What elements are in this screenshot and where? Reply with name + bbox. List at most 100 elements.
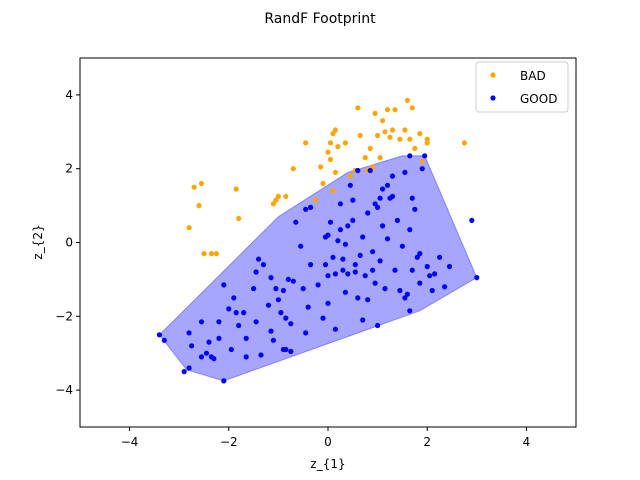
data-point-bad xyxy=(270,201,276,207)
legend-label-good: GOOD xyxy=(520,92,557,106)
data-point-good xyxy=(397,287,403,294)
data-point-bad xyxy=(320,180,326,187)
data-point-good xyxy=(203,350,210,356)
data-point-good xyxy=(270,337,276,343)
x-tick-label: −4 xyxy=(121,435,139,449)
data-point-good xyxy=(382,286,388,292)
data-point-good xyxy=(402,169,408,175)
data-point-good xyxy=(380,223,386,229)
data-point-good xyxy=(226,306,232,312)
data-point-bad xyxy=(409,105,415,111)
data-point-bad xyxy=(384,107,391,113)
data-point-bad xyxy=(407,136,413,142)
data-point-good xyxy=(380,186,386,192)
data-point-bad xyxy=(367,145,373,151)
data-point-bad xyxy=(461,140,467,146)
data-point-good xyxy=(377,258,383,264)
data-point-good xyxy=(424,263,430,270)
data-point-good xyxy=(325,273,331,279)
data-point-bad xyxy=(412,145,418,151)
data-point-good xyxy=(375,322,381,329)
data-point-good xyxy=(315,282,321,288)
data-point-good xyxy=(337,227,343,233)
data-point-good xyxy=(228,346,234,353)
data-point-good xyxy=(181,369,187,375)
data-point-good xyxy=(409,195,415,201)
data-point-good xyxy=(221,282,227,288)
data-point-good xyxy=(332,271,338,277)
data-point-good xyxy=(300,286,306,292)
data-point-good xyxy=(407,153,413,159)
data-point-good xyxy=(446,263,453,270)
data-point-bad xyxy=(417,131,423,137)
data-point-good xyxy=(305,304,311,310)
data-point-bad xyxy=(332,127,338,133)
data-point-bad xyxy=(424,140,430,146)
legend-marker-good xyxy=(490,95,496,101)
data-point-bad xyxy=(330,188,336,194)
data-point-good xyxy=(419,166,425,172)
data-point-bad xyxy=(213,251,219,257)
data-point-good xyxy=(288,348,294,354)
data-point-bad xyxy=(327,156,334,163)
data-point-good xyxy=(268,275,274,281)
data-point-bad xyxy=(303,140,309,146)
data-point-good xyxy=(198,319,205,325)
legend-marker-bad xyxy=(490,72,496,78)
data-point-good xyxy=(156,332,162,338)
data-point-bad xyxy=(397,136,403,142)
data-point-bad xyxy=(377,155,383,161)
data-point-good xyxy=(399,243,405,249)
data-point-good xyxy=(231,295,237,301)
data-point-good xyxy=(384,182,391,188)
data-point-good xyxy=(375,204,381,210)
data-point-good xyxy=(414,254,420,260)
x-tick-label: 0 xyxy=(324,435,332,449)
data-point-bad xyxy=(332,169,338,175)
data-point-bad xyxy=(387,134,393,140)
data-point-good xyxy=(186,330,192,336)
y-tick-label: 4 xyxy=(65,88,73,102)
data-point-bad xyxy=(273,197,279,203)
x-axis-label: z_{1} xyxy=(310,457,345,471)
data-point-good xyxy=(345,223,351,229)
legend: BAD GOOD xyxy=(475,61,569,113)
data-point-good xyxy=(278,310,284,316)
data-point-good xyxy=(258,352,264,358)
data-point-good xyxy=(412,206,418,212)
data-point-good xyxy=(236,322,242,329)
data-point-bad xyxy=(380,118,386,124)
data-point-bad xyxy=(196,203,202,209)
data-point-bad xyxy=(327,140,334,146)
data-point-good xyxy=(233,310,239,316)
data-point-good xyxy=(357,252,363,258)
data-point-good xyxy=(283,346,289,353)
data-point-good xyxy=(241,310,247,316)
data-point-good xyxy=(427,273,433,279)
data-point-bad xyxy=(375,132,381,139)
data-point-bad xyxy=(362,155,368,161)
data-point-good xyxy=(186,365,192,371)
data-point-good xyxy=(308,204,314,210)
data-point-good xyxy=(216,319,222,325)
data-point-good xyxy=(342,289,348,295)
data-point-good xyxy=(367,167,373,174)
data-point-good xyxy=(389,193,396,199)
data-point-good xyxy=(362,273,368,279)
data-point-good xyxy=(404,291,410,297)
data-point-good xyxy=(275,297,281,303)
data-point-good xyxy=(337,201,343,207)
data-point-good xyxy=(474,275,480,281)
data-point-bad xyxy=(198,180,205,187)
data-point-good xyxy=(342,241,348,247)
data-point-good xyxy=(293,219,299,225)
data-point-bad xyxy=(402,127,408,133)
data-point-good xyxy=(432,271,438,277)
data-point-bad xyxy=(290,166,296,172)
data-point-good xyxy=(469,217,475,223)
data-point-good xyxy=(335,238,341,244)
data-point-good xyxy=(352,269,358,275)
data-point-good xyxy=(409,267,415,273)
data-point-good xyxy=(340,256,346,262)
data-point-good xyxy=(355,167,361,174)
